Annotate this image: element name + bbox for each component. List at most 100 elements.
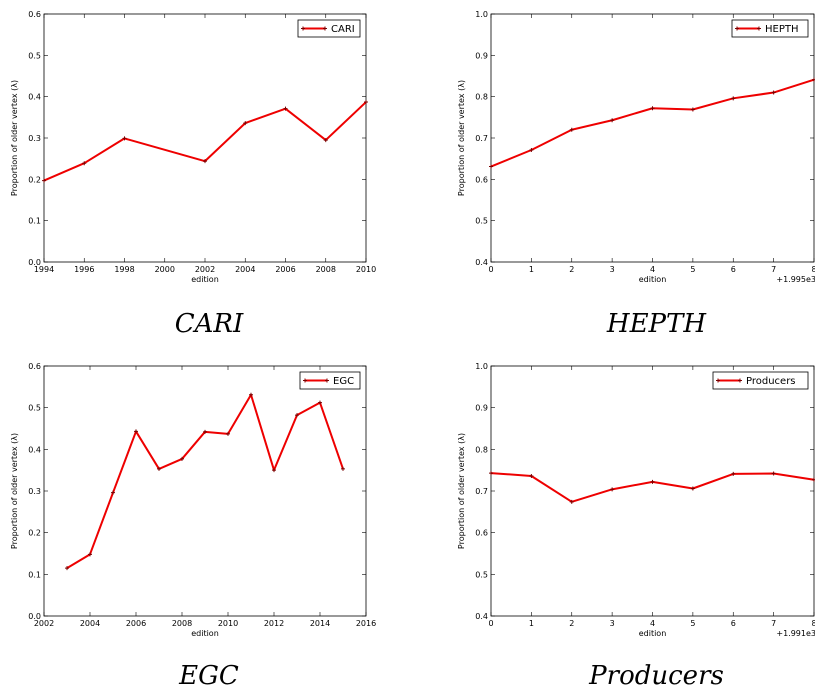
x-tick-label: 2016: [356, 619, 376, 628]
data-point: [529, 147, 534, 152]
data-point: [111, 490, 115, 495]
y-tick-label: 0.8: [475, 445, 488, 454]
x-tick-label: 2012: [264, 619, 284, 628]
x-tick-label: 7: [771, 619, 776, 628]
x-tick-label: 0: [488, 619, 493, 628]
x-offset-label: +1.991e3: [776, 629, 815, 638]
y-tick-label: 0.1: [28, 217, 41, 226]
y-tick-label: 0.1: [28, 570, 41, 579]
legend-label: EGC: [333, 376, 354, 387]
plot-frame: [490, 365, 815, 617]
chart-panel-hepth: 0 1 2 3 4 5 6 7 8 0.4 0.5 0.6 0.7 0.8 0.9 1.0 +1.995e3 ed…: [457, 10, 815, 339]
x-tick-label: 2006: [275, 265, 295, 274]
y-tick-label: 0.8: [475, 93, 488, 102]
x-offset-label: +1.995e3: [776, 275, 815, 284]
legend-box: [299, 371, 361, 390]
plot-frame: [490, 13, 815, 263]
x-tick-label: 0: [488, 265, 493, 274]
y-tick-label: 0.5: [28, 404, 41, 413]
data-point: [690, 486, 695, 491]
legend-marker: [757, 26, 761, 31]
x-tick-label: 2000: [155, 265, 175, 274]
y-tick-label: 0.9: [475, 404, 488, 413]
data-point: [82, 161, 87, 166]
data-point: [226, 431, 230, 436]
x-tick-label: 1: [529, 265, 534, 274]
y-tick-label: 0.7: [475, 487, 488, 496]
y-tick-label: 1.0: [475, 362, 488, 371]
data-point: [812, 77, 815, 82]
data-point: [610, 487, 615, 492]
legend-label: CARI: [331, 24, 355, 35]
series-line: [490, 472, 815, 503]
y-tick-label: 0.4: [475, 612, 488, 621]
y-axis-label: Proportion of older vertex (λ): [457, 433, 466, 549]
x-tick-label: 2006: [126, 619, 146, 628]
data-point: [812, 477, 815, 482]
data-point: [295, 413, 299, 418]
y-tick-label: 0.4: [28, 93, 41, 102]
data-point: [42, 178, 46, 183]
x-tick-label: 4: [650, 265, 655, 274]
y-tick-label: 0.6: [475, 529, 488, 538]
y-tick-label: 0.9: [475, 51, 488, 60]
x-tick-label: 3: [610, 265, 615, 274]
y-tick-label: 0.3: [28, 134, 41, 143]
legend-marker: [716, 378, 720, 383]
legend-marker: [301, 26, 305, 31]
legend-marker: [323, 26, 327, 31]
y-tick-label: 0.4: [475, 258, 488, 267]
series-line: [66, 393, 344, 569]
x-tick-label: 2010: [218, 619, 238, 628]
y-tick-label: 0.0: [28, 612, 41, 621]
x-tick-label: 5: [690, 265, 695, 274]
y-tick-label: 0.3: [28, 487, 41, 496]
data-point: [180, 456, 184, 461]
y-tick-label: 0.2: [28, 175, 41, 184]
data-point: [771, 471, 776, 476]
y-tick-label: 0.6: [28, 362, 41, 371]
panel-caption: CARI: [175, 309, 244, 339]
y-tick-label: 0.2: [28, 529, 41, 538]
legend-marker: [735, 26, 739, 31]
data-point: [610, 118, 615, 123]
data-point: [203, 429, 207, 434]
data-point: [157, 466, 161, 471]
x-tick-label: 5: [690, 619, 695, 628]
y-tick-label: 0.5: [475, 217, 488, 226]
x-tick-label: 2008: [316, 265, 336, 274]
data-point: [569, 127, 574, 132]
y-tick-label: 0.4: [28, 445, 41, 454]
series-line: [490, 78, 815, 168]
x-tick-label: 1: [529, 619, 534, 628]
legend-label: HEPTH: [765, 24, 799, 35]
x-tick-label: 2004: [80, 619, 100, 628]
data-point: [731, 471, 736, 476]
data-point: [489, 164, 493, 169]
x-tick-label: 2: [569, 265, 574, 274]
x-tick-label: 1998: [114, 265, 134, 274]
x-tick-label: 8: [811, 619, 815, 628]
x-tick-label: 2008: [172, 619, 192, 628]
data-point: [569, 499, 574, 504]
chart-panel-egc: 2002 2004 2006 2008 2010 2012 2014 2016 0.0 0.1 0.…: [10, 362, 376, 686]
x-tick-label: 1994: [34, 265, 54, 274]
data-point: [318, 400, 322, 405]
data-point: [249, 392, 253, 397]
data-point: [283, 106, 288, 111]
legend-marker: [303, 378, 307, 383]
data-point: [650, 106, 655, 111]
y-tick-label: 0.0: [28, 258, 41, 267]
data-point: [203, 159, 207, 164]
data-point: [243, 121, 248, 126]
legend-label: Producers: [746, 376, 796, 387]
y-tick-label: 0.5: [475, 570, 488, 579]
y-axis-label: Proportion of older vertex (λ): [457, 80, 466, 196]
x-axis-label: edition: [639, 629, 667, 638]
data-point: [323, 138, 328, 143]
data-point: [88, 552, 92, 557]
series-line: [43, 101, 367, 182]
data-point: [364, 100, 368, 105]
x-tick-label: 2014: [310, 619, 330, 628]
